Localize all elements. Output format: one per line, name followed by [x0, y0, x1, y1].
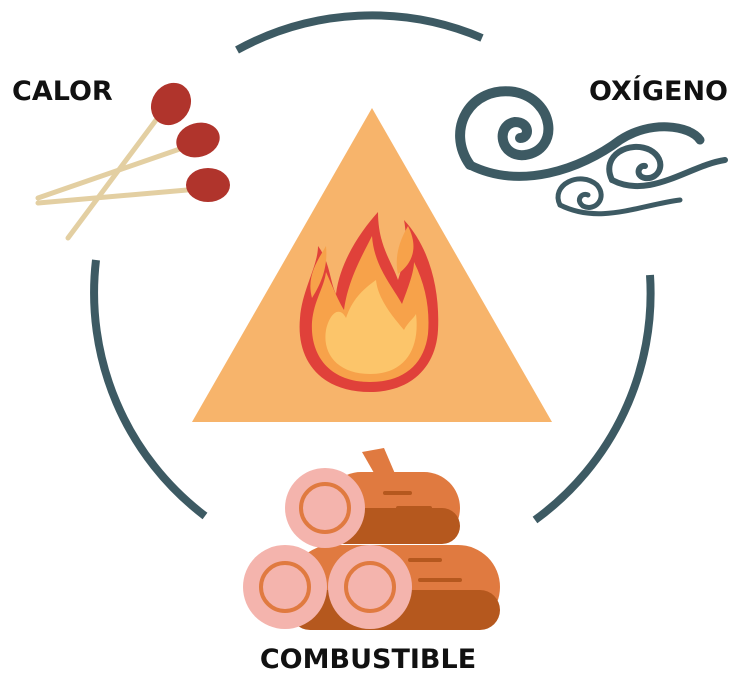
label-fuel: COMBUSTIBLE [260, 644, 476, 673]
logs [243, 448, 500, 630]
label-oxygen: OXÍGENO [589, 75, 728, 107]
arc-top [237, 15, 482, 50]
fire-triangle-diagram: CALOR OXÍGENO COMBUSTIBLE [0, 0, 733, 673]
arc-left [94, 260, 205, 516]
label-heat: CALOR [12, 76, 113, 107]
page: CALOR OXÍGENO COMBUSTIBLE (() => { const… [0, 0, 733, 673]
arc-right [535, 275, 651, 520]
wind [460, 91, 725, 213]
